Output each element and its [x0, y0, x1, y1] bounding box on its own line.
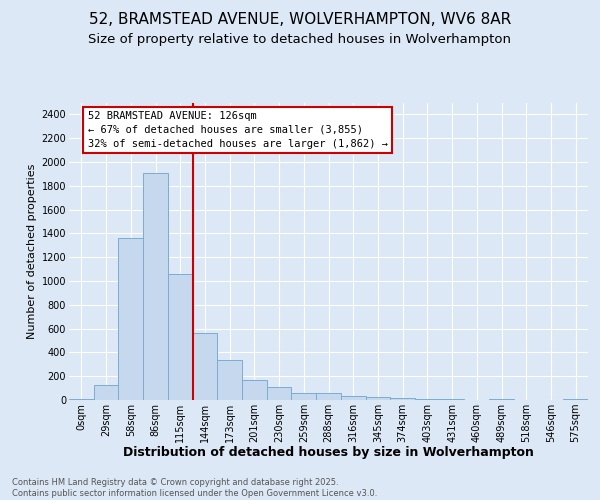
Bar — [341, 396, 365, 400]
Bar — [415, 399, 440, 400]
Bar — [489, 399, 514, 400]
Bar — [69, 399, 94, 400]
Bar — [168, 274, 193, 400]
Y-axis label: Number of detached properties: Number of detached properties — [28, 164, 37, 339]
Bar — [193, 334, 217, 400]
Bar — [94, 384, 118, 400]
Text: Contains HM Land Registry data © Crown copyright and database right 2025.
Contai: Contains HM Land Registry data © Crown c… — [12, 478, 377, 498]
Bar — [316, 394, 341, 400]
Text: 52, BRAMSTEAD AVENUE, WOLVERHAMPTON, WV6 8AR: 52, BRAMSTEAD AVENUE, WOLVERHAMPTON, WV6… — [89, 12, 511, 28]
Bar — [143, 172, 168, 400]
Bar — [292, 393, 316, 400]
Bar — [365, 397, 390, 400]
Bar — [217, 360, 242, 400]
Bar — [390, 398, 415, 400]
Bar — [242, 380, 267, 400]
Bar — [118, 238, 143, 400]
Bar — [267, 387, 292, 400]
Text: 52 BRAMSTEAD AVENUE: 126sqm
← 67% of detached houses are smaller (3,855)
32% of : 52 BRAMSTEAD AVENUE: 126sqm ← 67% of det… — [88, 111, 388, 149]
Text: Size of property relative to detached houses in Wolverhampton: Size of property relative to detached ho… — [89, 32, 511, 46]
X-axis label: Distribution of detached houses by size in Wolverhampton: Distribution of detached houses by size … — [123, 446, 534, 460]
Bar — [563, 399, 588, 400]
